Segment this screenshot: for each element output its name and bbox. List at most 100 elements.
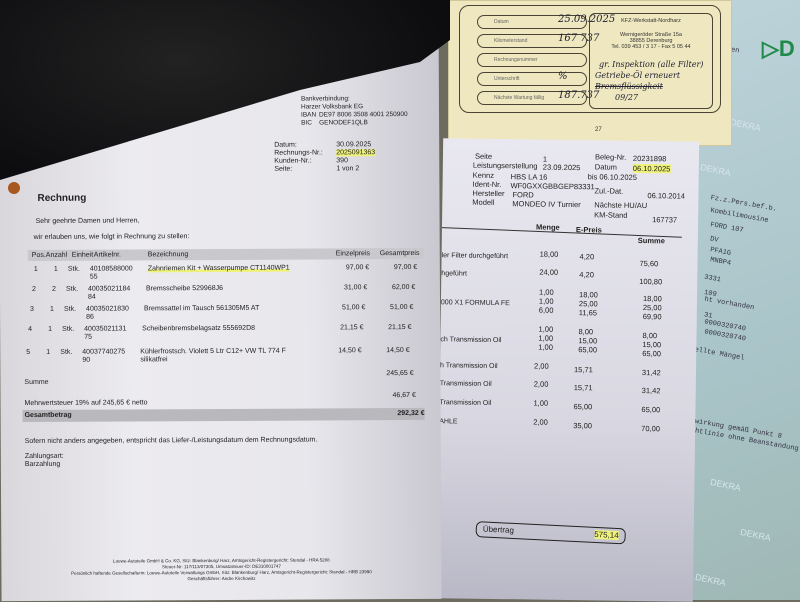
field-value: 167 737 [558, 33, 600, 44]
line-desc: 000 X1 FORMULA FE [440, 299, 510, 308]
line-qty: 1,00 [538, 342, 553, 352]
km-stand: 167737 [652, 215, 678, 225]
field-label: Rechnungsnummer [494, 57, 538, 63]
item-desc-2: silikatfrei [140, 356, 168, 364]
line-qty: 1,00 [533, 398, 549, 408]
item-artno: 40108588000 [89, 265, 133, 273]
item-unit: Stk. [64, 305, 77, 313]
field-label: Datum [494, 19, 509, 25]
leistung-date: 23.09.2025 [542, 162, 581, 173]
carry-value: 575,14 [594, 529, 619, 541]
note: Bremsflüssigkeit [595, 82, 663, 91]
workshop-invoice: Seite 1 Beleg-Nr. 20231898 Leistungserstellu… [436, 138, 700, 602]
item-unit: Stk. [67, 265, 80, 273]
line-price: 4,20 [579, 270, 595, 280]
item-total: 21,15 € [388, 323, 412, 332]
carry-over-box: Übertrag 575,14 [475, 521, 627, 545]
stamp-name: KFZ-Werkstatt-Nordharz [621, 18, 681, 24]
line-sum: 31,42 [641, 386, 661, 396]
dekra-watermark: DEKRA [729, 116, 762, 134]
line-sum: 70,00 [641, 424, 661, 434]
col-header: Anzahl [45, 251, 68, 259]
item-desc: Zahnriemen Kit + Wasserpumpe CT1140WP1 [147, 264, 290, 273]
kennz-label: Kennz [472, 170, 495, 180]
line-item: Transmission Oil 1,00 65,00 65,00 [439, 397, 680, 415]
item-artno: 40035021830 [86, 305, 129, 313]
col-header: Gesamtpreis [379, 249, 420, 258]
beleg-label: Beleg-Nr. [594, 152, 627, 162]
workshop-stamp: KFZ-Werkstatt-Nordharz Wernigeröder Stra… [589, 13, 713, 109]
item-qty: 1 [50, 305, 54, 313]
item-artno-suffix: 75 [84, 333, 93, 341]
item-artno-suffix: 55 [89, 273, 98, 281]
dekra-line: FORD 107 [709, 221, 745, 235]
col-header: Einheit [71, 251, 94, 259]
col-header: Bezeichnung [147, 251, 189, 259]
item-artno-suffix: 84 [87, 293, 96, 301]
iban-label: IBAN [301, 111, 317, 119]
item-total: 97,00 € [393, 263, 418, 272]
item-desc: Bremsscheibe 529968J6 [145, 284, 224, 293]
hersteller: FORD [512, 190, 534, 200]
item-artno: 40035021131 [84, 325, 127, 333]
line-sum: 65,00 [641, 405, 661, 415]
item-price: 21,15 € [340, 324, 364, 332]
bank-details: Bankverbindung: Harzer Volksbank EG IBAN… [301, 95, 408, 128]
item-pos: 5 [26, 348, 31, 357]
line-price: 11,65 [578, 308, 598, 318]
item-desc: Scheibenbremsbelagsatz 555692D8 [142, 324, 256, 333]
item-artno: 40037740275 [82, 348, 126, 356]
sum-value: 245,65 € [386, 369, 414, 378]
item-qty: 2 [51, 285, 56, 293]
line-price: 15,71 [573, 383, 593, 393]
item-artno-suffix: 86 [86, 313, 94, 321]
total-row: Gesamtbetrag 292,32 € [22, 407, 425, 423]
leistung-until: bis 06.10.2025 [587, 172, 637, 182]
total-label: Gesamtbetrag [24, 411, 72, 420]
leistung-label: Leistungserstellung [472, 160, 538, 171]
line-item: 1,00 18,00 18,00 [441, 286, 681, 304]
km-label: KM-Stand [594, 210, 628, 220]
col-header: Pos. [31, 251, 46, 259]
field-label: Kilometerstand [494, 38, 528, 44]
item-desc: Bremssattel im Tausch 561305M5 AT [144, 304, 260, 313]
col-header: Einzelpreis [335, 250, 371, 258]
line-sum: 75,60 [639, 258, 659, 269]
item-qty: 1 [48, 325, 53, 333]
invoice-title: Rechnung [37, 192, 87, 204]
bic: GENODEF1QLB [319, 119, 368, 127]
item-pos: 3 [30, 305, 34, 313]
item-price: 51,00 € [342, 304, 366, 312]
booklet-field: Datum 25.09.2025 [477, 14, 615, 29]
line-qty: 18,00 [539, 249, 559, 259]
meta-row: Rechnungs-Nr.: 2025091363 [274, 149, 376, 158]
line-sum: 69,90 [642, 312, 662, 322]
dekra-watermark: DEKRA [699, 161, 732, 179]
dekra-line: DV [709, 235, 720, 245]
table-row: 2 2 Stk. 40035021184 84 Bremsscheibe 529968J6… [26, 284, 422, 304]
greeting: Sehr geehrte Damen und Herren, [35, 217, 140, 225]
line-desc: Transmission Oil [439, 399, 492, 407]
line-item: 1,00 8,00 8,00 [441, 323, 681, 341]
seite-label: Seite [474, 151, 493, 161]
line-sum: 100,80 [639, 276, 663, 287]
line-sum: 18,00 [642, 294, 662, 304]
item-artno-suffix: 90 [82, 356, 91, 364]
item-total: 14,50 € [386, 347, 410, 355]
line-desc: AHLE [439, 418, 458, 426]
dekra-watermark: DEKRA [694, 571, 727, 589]
note: gr. Inspektion (alle Filter) [599, 60, 704, 69]
dekra-line: ht vorhanden [703, 295, 755, 313]
field-label: Nächste Wartung fällig [494, 95, 545, 101]
item-price: 14,50 € [338, 347, 362, 355]
line-sum: 65,00 [642, 349, 662, 359]
item-pos: 4 [28, 325, 33, 334]
vat-value: 46,67 € [392, 391, 416, 400]
table-row: 3 1 Stk. 40035021830 86 Bremssattel im Tausch… [24, 304, 420, 324]
line-price: 15,71 [573, 365, 593, 375]
dekra-line: 3331 [703, 273, 722, 285]
table-row: 4 1 Stk. 40035021131 75 Scheibenbremsbelagsat… [22, 324, 418, 344]
line-item: Transmission Oil 2,00 15,71 31,42 [440, 378, 680, 396]
line-qty: 1,00 [539, 287, 554, 297]
total-value: 292,32 € [397, 409, 425, 418]
